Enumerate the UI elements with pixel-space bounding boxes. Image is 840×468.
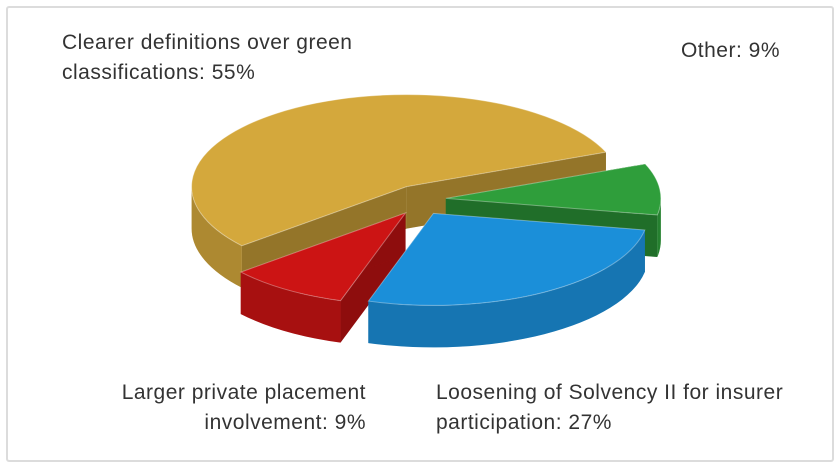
slice: [191, 94, 607, 247]
slice-label: Larger private placement involvement: 9%: [121, 381, 366, 434]
slice-side: [191, 186, 242, 288]
slice-shade: [657, 198, 661, 258]
slice-label: Other: 9%: [680, 39, 780, 62]
slice-side: [657, 198, 661, 258]
slice-shade: [191, 186, 242, 288]
slice-side: [240, 272, 341, 343]
slice-shade: [240, 272, 341, 343]
slice-shade: [368, 229, 645, 348]
slice-label: Loosening of Solvency II for insurer par…: [436, 381, 784, 434]
frame: [6, 6, 834, 462]
slice-label: Clearer definitions over green classific…: [62, 31, 353, 84]
slice: [239, 211, 407, 302]
slice: [445, 163, 662, 216]
slice-side: [368, 229, 645, 348]
slice: [367, 212, 646, 306]
